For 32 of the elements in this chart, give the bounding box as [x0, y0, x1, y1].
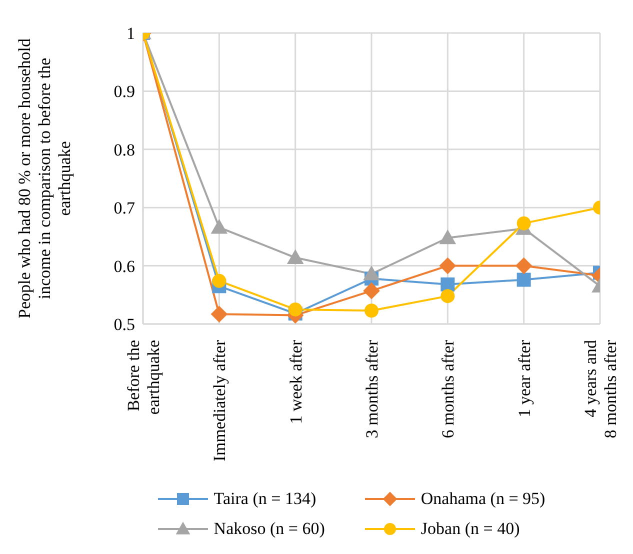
x-tick-label: Immediately after	[210, 340, 230, 462]
point	[439, 257, 456, 274]
x-tick-label: 1 year after	[514, 340, 534, 418]
point	[363, 282, 380, 300]
x-tick-label: Before the earthquake	[124, 340, 163, 415]
point	[439, 229, 456, 244]
point	[363, 266, 380, 280]
point	[440, 289, 455, 304]
point	[212, 274, 226, 288]
x-tick-label: 4 years and 8 months after	[581, 340, 620, 438]
x-tick-label: 1 week after	[286, 340, 306, 424]
x-tick-label: 3 months after	[362, 340, 382, 438]
point	[516, 272, 531, 287]
point	[364, 304, 378, 318]
x-tick-label: 6 months after	[438, 340, 458, 438]
y-tick-label: 0.8	[114, 140, 135, 160]
legend-label: Onahama (n = 95)	[420, 489, 546, 509]
point	[516, 216, 531, 230]
y-tick-label: 0.6	[114, 256, 135, 276]
y-axis-title: People who had 80 % or more household income in comparison to before the earthquake	[15, 38, 74, 318]
y-tick-label: 0.5	[114, 315, 135, 334]
point	[288, 302, 302, 316]
point	[286, 249, 304, 264]
legend-label: Joban (n = 40)	[420, 519, 520, 539]
y-tick-label: 0.9	[114, 82, 135, 102]
point	[440, 277, 455, 292]
legend-label: Nakoso (n = 60)	[214, 519, 325, 539]
y-tick-label: 0.7	[114, 198, 136, 218]
point	[210, 306, 228, 323]
legend-label: Taira (n = 134)	[214, 489, 316, 509]
y-tick-label: 1	[126, 24, 135, 44]
point	[515, 257, 532, 274]
